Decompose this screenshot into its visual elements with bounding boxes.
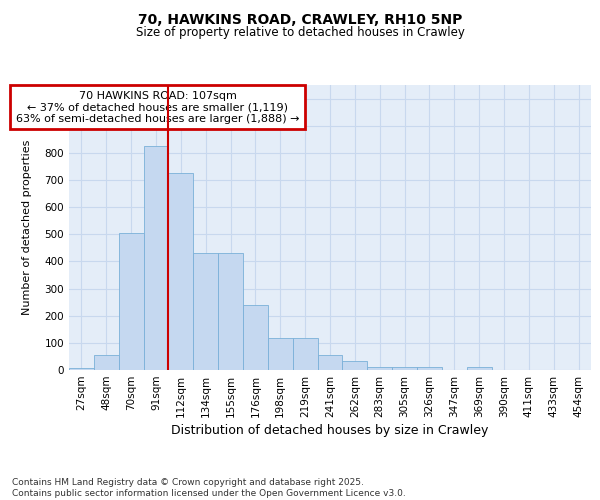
Bar (317, 355, 343, 370)
Bar (143, 146, 169, 370)
Bar (94, 355, 119, 370)
Text: Size of property relative to detached houses in Crawley: Size of property relative to detached ho… (136, 26, 464, 39)
Bar (417, 368, 442, 370)
Bar (343, 360, 367, 370)
X-axis label: Distribution of detached houses by size in Crawley: Distribution of detached houses by size … (172, 424, 488, 437)
Text: 70, HAWKINS ROAD, CRAWLEY, RH10 5NP: 70, HAWKINS ROAD, CRAWLEY, RH10 5NP (138, 12, 462, 26)
Bar (119, 233, 143, 370)
Bar (69, 368, 94, 370)
Bar (268, 338, 293, 370)
Bar (392, 366, 417, 370)
Text: Contains HM Land Registry data © Crown copyright and database right 2025.
Contai: Contains HM Land Registry data © Crown c… (12, 478, 406, 498)
Bar (243, 305, 268, 370)
Bar (293, 338, 317, 370)
Bar (193, 254, 218, 370)
Y-axis label: Number of detached properties: Number of detached properties (22, 140, 32, 315)
Bar (169, 173, 193, 370)
Bar (218, 254, 243, 370)
Text: 70 HAWKINS ROAD: 107sqm
← 37% of detached houses are smaller (1,119)
63% of semi: 70 HAWKINS ROAD: 107sqm ← 37% of detache… (16, 90, 299, 124)
Bar (467, 368, 491, 370)
Bar (367, 366, 392, 370)
